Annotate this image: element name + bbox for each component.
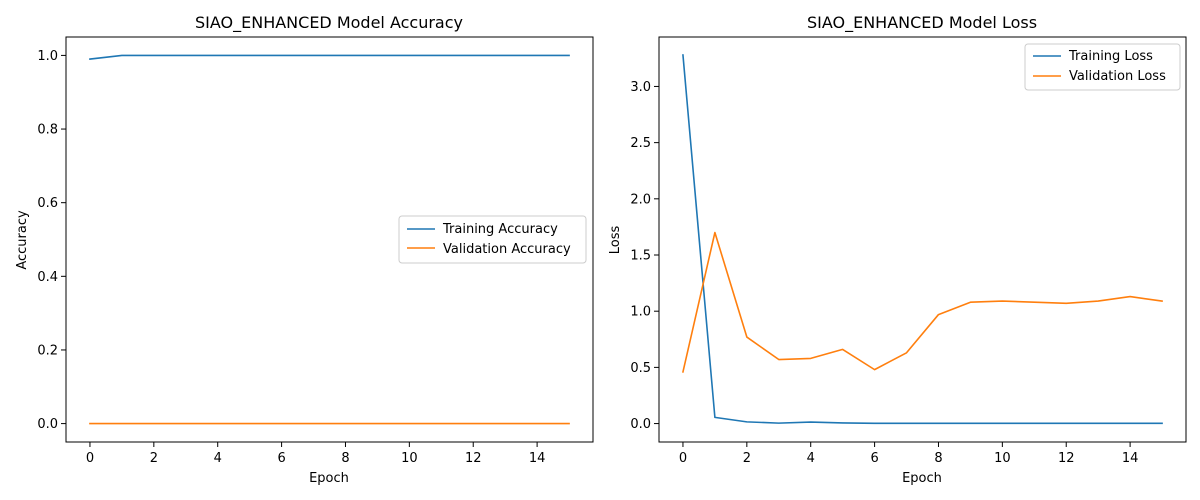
loss-xtick-label: 6 — [870, 451, 878, 466]
accuracy-xtick-label: 14 — [529, 451, 546, 466]
loss-legend-validation-label: Validation Loss — [1069, 69, 1166, 84]
accuracy-xtick-label: 8 — [341, 451, 349, 466]
loss-xtick-label: 14 — [1122, 451, 1139, 466]
accuracy-xtick-label: 4 — [214, 451, 222, 466]
accuracy-xtick-label: 10 — [401, 451, 418, 466]
loss-chart-legend: Training Loss Validation Loss — [1024, 43, 1181, 91]
accuracy-xtick-label: 6 — [277, 451, 285, 466]
loss-chart-ticks: 0 2 4 6 8 10 12 14 0.0 0.5 1.0 1.5 2.0 2.5 3.0 — [630, 80, 1138, 466]
loss-legend-box — [1024, 43, 1181, 91]
loss-ytick-label: 1.5 — [630, 249, 651, 264]
accuracy-chart-ylabel: Accuracy — [15, 210, 30, 270]
loss-ytick-label: 1.0 — [630, 305, 651, 320]
accuracy-ytick-label: 0.2 — [37, 343, 58, 358]
loss-chart: SIAO_ENHANCED Model Loss Epoch Loss 0 2 4 6… — [608, 13, 1187, 486]
loss-chart-ylabel: Loss — [608, 226, 623, 255]
loss-series-training-line — [682, 54, 1163, 425]
accuracy-chart-legend: Training Accuracy Validation Accuracy — [398, 215, 587, 264]
accuracy-legend-validation-label: Validation Accuracy — [443, 242, 571, 257]
loss-xtick-label: 4 — [807, 451, 815, 466]
loss-chart-title: SIAO_ENHANCED Model Loss — [807, 13, 1037, 33]
accuracy-chart-xlabel: Epoch — [309, 471, 349, 486]
accuracy-chart: SIAO_ENHANCED Model Accuracy Epoch Accur… — [15, 13, 594, 486]
accuracy-ytick-label: 0.6 — [37, 196, 58, 211]
loss-legend-training-label: Training Loss — [1068, 49, 1153, 64]
loss-xtick-label: 0 — [679, 451, 687, 466]
accuracy-ytick-label: 1.0 — [37, 49, 58, 64]
accuracy-chart-lines — [89, 54, 570, 425]
accuracy-ytick-label: 0.0 — [37, 417, 58, 432]
accuracy-ytick-label: 0.4 — [37, 270, 58, 285]
accuracy-ytick-label: 0.8 — [37, 123, 58, 138]
loss-chart-lines — [681, 54, 1163, 425]
loss-ytick-label: 0.5 — [630, 361, 651, 376]
loss-series-validation-line — [681, 231, 1163, 373]
loss-ytick-label: 0.0 — [630, 417, 651, 432]
loss-chart-xlabel: Epoch — [902, 471, 942, 486]
loss-ytick-label: 2.5 — [630, 136, 651, 151]
loss-ytick-label: 3.0 — [630, 80, 651, 95]
loss-xtick-label: 10 — [994, 451, 1011, 466]
accuracy-xtick-label: 0 — [86, 451, 94, 466]
accuracy-chart-title: SIAO_ENHANCED Model Accuracy — [195, 13, 463, 33]
loss-xtick-label: 2 — [743, 451, 751, 466]
accuracy-chart-ticks: 0 2 4 6 8 10 12 14 0.0 0.2 0.4 0.6 0.8 1.0 — [37, 49, 545, 466]
accuracy-xtick-label: 2 — [150, 451, 158, 466]
loss-xtick-label: 12 — [1058, 451, 1075, 466]
loss-xtick-label: 8 — [934, 451, 942, 466]
accuracy-xtick-label: 12 — [465, 451, 482, 466]
loss-chart-frame — [658, 36, 1187, 443]
accuracy-legend-training-label: Training Accuracy — [442, 222, 558, 237]
accuracy-chart-frame — [65, 36, 594, 443]
accuracy-legend-box — [398, 215, 587, 264]
accuracy-series-training-line — [89, 54, 570, 60]
loss-ytick-label: 2.0 — [630, 192, 651, 207]
